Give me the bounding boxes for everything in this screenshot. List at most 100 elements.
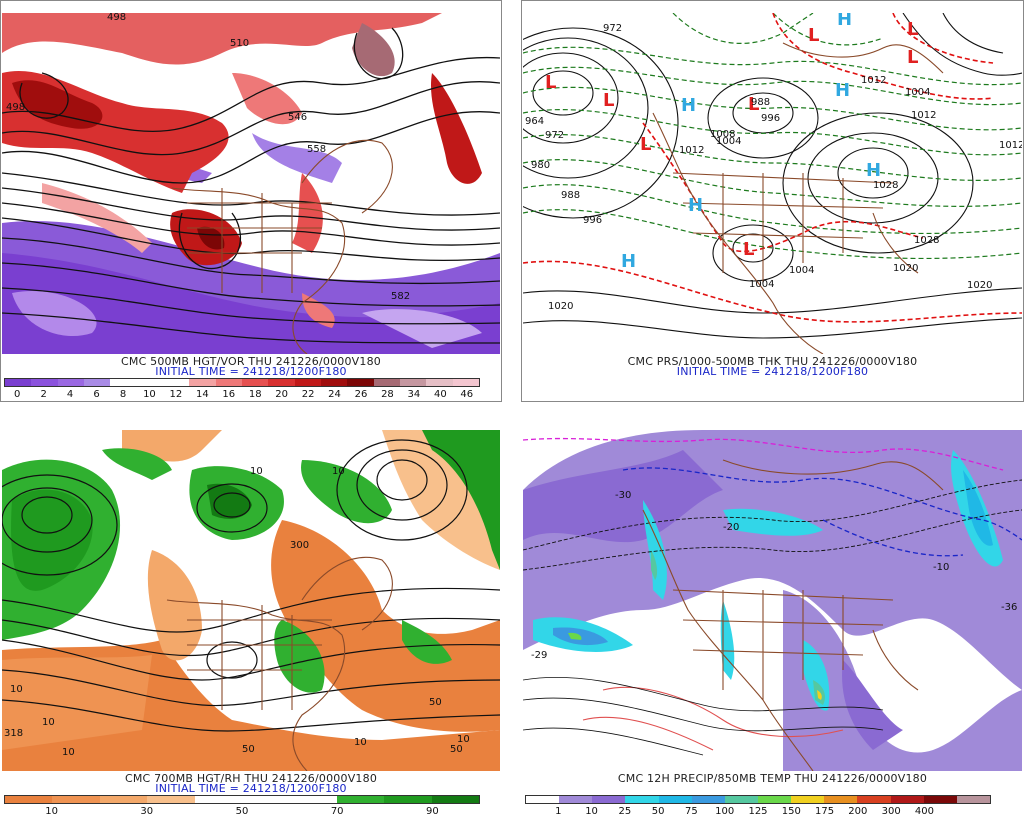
contour-label: 10	[457, 734, 470, 745]
contour-label: 996	[761, 113, 780, 124]
contour-label: 10	[62, 747, 75, 758]
contour-label: 10	[250, 466, 263, 477]
low-pressure-symbol: L	[640, 134, 651, 155]
contour-label: 10	[354, 737, 367, 748]
vorticity-colorbar-labels: 0 2 4 6 8 10 12 14 16 18 20 22 24 26 28 34 40 46	[4, 389, 480, 401]
contour-label: 582	[391, 291, 410, 302]
colorbar-swatch	[691, 796, 725, 803]
colorbar-label: 0	[14, 389, 21, 400]
colorbar-label: 50	[235, 806, 249, 817]
colorbar-swatch	[399, 379, 427, 386]
colorbar-swatch	[373, 379, 400, 386]
contour-label: 318	[4, 728, 23, 739]
colorbar-swatch	[215, 379, 242, 386]
contour-label: 558	[307, 144, 326, 155]
contour-label: -29	[531, 650, 547, 661]
low-pressure-symbol: L	[907, 47, 918, 68]
colorbar-swatch	[294, 379, 321, 386]
colorbar-swatch	[426, 379, 453, 386]
colorbar-label: 200	[848, 806, 868, 817]
colorbar-swatch	[431, 796, 480, 803]
colorbar-swatch	[592, 796, 626, 803]
panel-prs-thk: L L L L L L L L H H H H H H 964 972 980 …	[521, 0, 1024, 402]
low-pressure-symbol: L	[545, 72, 556, 93]
colorbar-label: 16	[222, 389, 236, 400]
humidity-colorbar-labels: 10 30 50 70 90	[4, 806, 480, 818]
colorbar-label: 22	[301, 389, 315, 400]
precip-colorbar	[525, 795, 991, 804]
colorbar-label: 10	[143, 389, 156, 400]
colorbar-label: 18	[248, 389, 262, 400]
high-pressure-symbol: H	[681, 95, 696, 116]
contour-label: 510	[230, 38, 249, 49]
colorbar-swatch	[320, 379, 348, 386]
panel-500mb-hgt-vor: 498 498 510 546 558 582 CMC 500MB HGT/VO…	[0, 0, 502, 402]
contour-label: 10	[10, 684, 23, 695]
colorbar-label: 125	[748, 806, 768, 817]
colorbar-swatch	[824, 796, 858, 803]
panel-caption: CMC PRS/1000-500MB THK THU 241226/0000V1…	[627, 355, 918, 368]
high-pressure-symbol: H	[866, 160, 881, 181]
contour-label: 996	[583, 215, 602, 226]
colorbar-swatch	[757, 796, 792, 803]
contour-label: 1020	[548, 301, 573, 312]
initial-time-label: INITIAL TIME = 241218/1200F180	[155, 782, 347, 795]
colorbar-swatch	[890, 796, 924, 803]
contour-label: 1020	[893, 263, 918, 274]
contour-label: 50	[450, 744, 463, 755]
high-pressure-symbol: H	[621, 251, 636, 272]
colorbar-label: 400	[914, 806, 934, 817]
colorbar-label: 25	[618, 806, 632, 817]
colorbar-swatch	[189, 379, 216, 386]
colorbar-swatch	[347, 379, 374, 386]
contour-label: 1028	[914, 235, 939, 246]
contour-label: 1028	[873, 180, 898, 191]
colorbar-label: 10	[45, 806, 58, 817]
contour-label: 498	[107, 13, 126, 23]
contour-label: 972	[545, 130, 564, 141]
vorticity-map-svg: 498 498 510 546 558 582	[2, 13, 500, 354]
colorbar-swatch	[162, 379, 190, 386]
contour-label: -20	[723, 522, 739, 533]
colorbar-label: 14	[195, 389, 209, 400]
contour-label: 300	[290, 540, 309, 551]
colorbar-swatch	[559, 796, 593, 803]
contour-label: -30	[615, 490, 631, 501]
contour-label: 1012	[679, 145, 704, 156]
contour-label: 988	[751, 97, 770, 108]
humidity-map-svg: 10 10 10 10 10 318 50 50 50 300 10 10	[2, 430, 500, 771]
colorbar-label: 6	[93, 389, 100, 400]
vorticity-map: 498 498 510 546 558 582	[2, 13, 500, 354]
colorbar-swatch	[526, 796, 560, 803]
colorbar-swatch	[857, 796, 891, 803]
colorbar-label: 175	[815, 806, 835, 817]
panel-caption: CMC 700MB HGT/RH THU 241226/0000V180	[124, 772, 378, 785]
colorbar-label: 100	[715, 806, 735, 817]
colorbar-label: 10	[585, 806, 598, 817]
colorbar-swatch	[268, 379, 295, 386]
contour-label: -36	[1001, 602, 1017, 613]
low-pressure-symbol: L	[748, 94, 759, 115]
humidity-colorbar	[4, 795, 480, 804]
colorbar-swatch	[5, 379, 32, 386]
panel-caption: CMC 12H PRECIP/850MB TEMP THU 241226/000…	[617, 772, 928, 785]
colorbar-swatch	[241, 379, 269, 386]
initial-time-label: INITIAL TIME = 241218/1200F180	[155, 365, 347, 378]
precip-map: -30 -20 -10 -29 -36	[523, 430, 1022, 771]
panel-700mb-hgt-rh: 10 10 10 10 10 318 50 50 50 300 10 10 CM…	[0, 417, 502, 819]
contour-label: 1008	[710, 129, 735, 140]
colorbar-label: 70	[330, 806, 344, 817]
contour-label: 1012	[861, 75, 886, 86]
colorbar-label: 28	[381, 389, 394, 400]
contour-label: 50	[429, 697, 442, 708]
high-pressure-symbol: H	[837, 13, 852, 30]
colorbar-label: 46	[460, 389, 474, 400]
colorbar-label: 30	[140, 806, 154, 817]
colorbar-label: 1	[555, 806, 562, 817]
low-pressure-symbol: L	[907, 19, 918, 40]
high-pressure-symbol: H	[835, 80, 850, 101]
contour-label: 10	[42, 717, 55, 728]
pressure-map-svg: L L L L L L L L H H H H H H 964 972 980 …	[523, 13, 1022, 354]
colorbar-swatch	[956, 796, 990, 803]
colorbar-swatch	[57, 379, 84, 386]
